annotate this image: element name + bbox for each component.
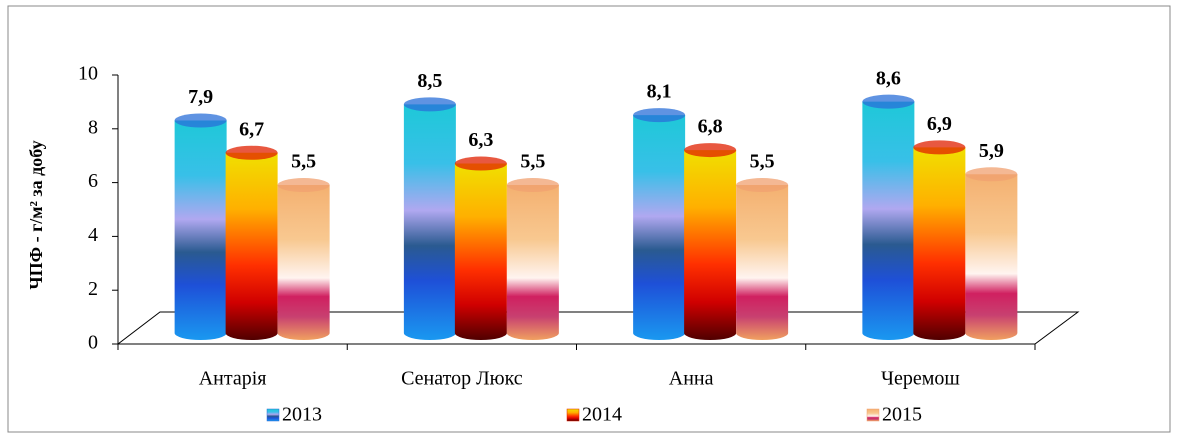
legend-swatch [566, 408, 580, 422]
value-label: 5,5 [520, 151, 545, 173]
value-label: 5,5 [750, 151, 775, 173]
bar-top [277, 178, 330, 193]
value-label: 6,8 [698, 116, 723, 138]
x-tick-label: Черемош [881, 368, 960, 390]
value-label: 8,1 [647, 81, 672, 103]
bar-top [913, 140, 966, 155]
legend-label: 2013 [282, 404, 322, 426]
legend-label: 2014 [582, 404, 622, 426]
bar [736, 185, 789, 340]
bar-top [862, 94, 915, 109]
bar [862, 101, 915, 340]
bar-top [965, 167, 1018, 182]
bar [174, 120, 227, 341]
bar-top [684, 143, 737, 158]
bar [454, 163, 507, 340]
y-tick-label: 0 [88, 332, 98, 354]
bar-top [454, 156, 507, 171]
bar [225, 152, 278, 340]
bar [633, 115, 686, 340]
x-tick-label: Анна [669, 368, 714, 390]
y-axis-title: ЧПФ - г/м² за добу [26, 140, 46, 289]
value-label: 6,7 [239, 118, 264, 140]
value-label: 8,6 [876, 67, 901, 89]
value-label: 7,9 [188, 86, 213, 108]
bar [965, 174, 1018, 340]
y-tick-label: 10 [78, 63, 98, 85]
x-tick-label: Сенатор Люкс [401, 368, 523, 390]
bar [684, 150, 737, 340]
legend-swatch [866, 408, 880, 422]
bar [506, 185, 559, 340]
y-tick-label: 2 [88, 278, 98, 300]
bar-top [403, 97, 456, 112]
y-tick-label: 4 [88, 224, 98, 246]
bar [277, 185, 330, 340]
chart-border [7, 5, 1171, 433]
y-tick-label: 6 [88, 170, 98, 192]
bar-top [225, 145, 278, 160]
bar-top [174, 113, 227, 128]
legend-label: 2015 [882, 404, 922, 426]
bar [913, 147, 966, 340]
x-tick-label: Антарія [199, 368, 267, 390]
bar [403, 104, 456, 340]
y-tick-label: 8 [88, 116, 98, 138]
value-label: 6,3 [468, 129, 493, 151]
bar-top [736, 178, 789, 193]
bar-top [506, 178, 559, 193]
legend-swatch [266, 408, 280, 422]
bar-top [633, 108, 686, 123]
value-label: 5,9 [979, 140, 1004, 162]
value-label: 8,5 [417, 70, 442, 92]
value-label: 5,5 [291, 151, 316, 173]
value-label: 6,9 [927, 113, 952, 135]
